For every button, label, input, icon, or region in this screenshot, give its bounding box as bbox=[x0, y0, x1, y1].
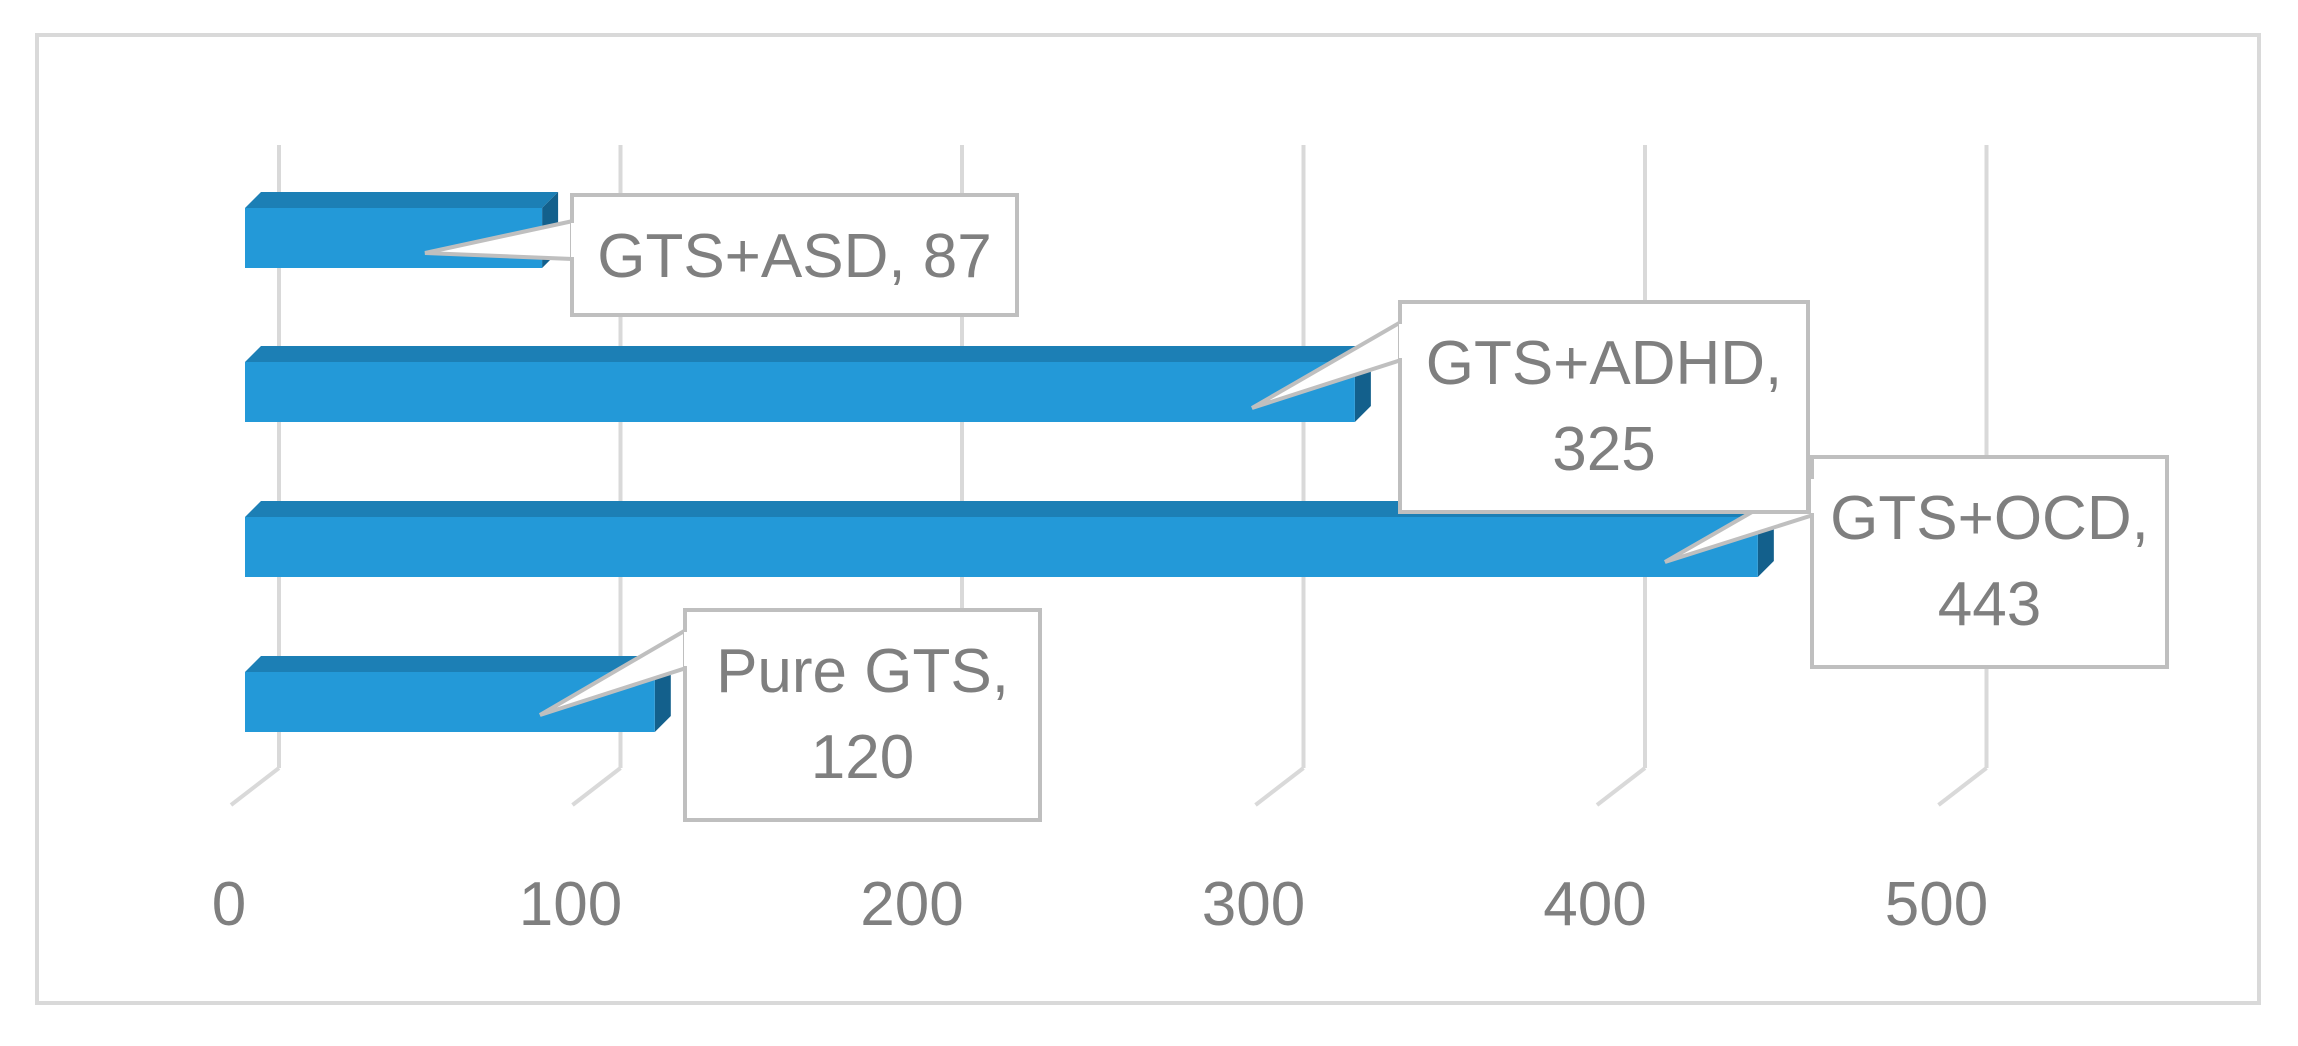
data-label-category: GTS+OCD, bbox=[1830, 484, 2149, 553]
data-label-seam bbox=[571, 223, 578, 257]
floor-line bbox=[571, 766, 622, 807]
data-label-seam bbox=[1811, 479, 1818, 513]
bar[interactable] bbox=[245, 362, 1355, 422]
data-label-seam bbox=[1399, 324, 1406, 358]
bar-top bbox=[245, 192, 559, 208]
data-label-box bbox=[570, 193, 1019, 317]
data-label-seam bbox=[684, 632, 691, 666]
floor-line bbox=[229, 766, 281, 807]
floor-line bbox=[1595, 766, 1647, 807]
bar-top bbox=[245, 501, 1774, 517]
data-label-value: 325 bbox=[1552, 415, 1655, 484]
data-label-category: Pure GTS, bbox=[716, 637, 1009, 706]
x-tick-label: 200 bbox=[860, 870, 963, 939]
bar-top bbox=[245, 656, 671, 672]
floor-line bbox=[1937, 766, 1988, 807]
data-label-value: 120 bbox=[811, 723, 914, 792]
x-tick-label: 500 bbox=[1885, 870, 1988, 939]
bar[interactable] bbox=[245, 672, 655, 732]
data-label-category: GTS+ADHD, bbox=[1426, 329, 1783, 398]
data-label-value: 443 bbox=[1938, 570, 2041, 639]
data-label-box bbox=[683, 608, 1042, 822]
data-label-box bbox=[1398, 300, 1810, 514]
data-label: GTS+ASD, 87 bbox=[597, 222, 992, 291]
data-label-box bbox=[1810, 455, 2169, 669]
bar[interactable] bbox=[245, 517, 1758, 577]
bar-top bbox=[245, 346, 1371, 362]
floor-line bbox=[1254, 766, 1305, 807]
x-tick-label: 400 bbox=[1543, 870, 1646, 939]
x-tick-label: 100 bbox=[519, 870, 622, 939]
x-tick-label: 0 bbox=[212, 870, 246, 939]
x-tick-label: 300 bbox=[1202, 870, 1305, 939]
